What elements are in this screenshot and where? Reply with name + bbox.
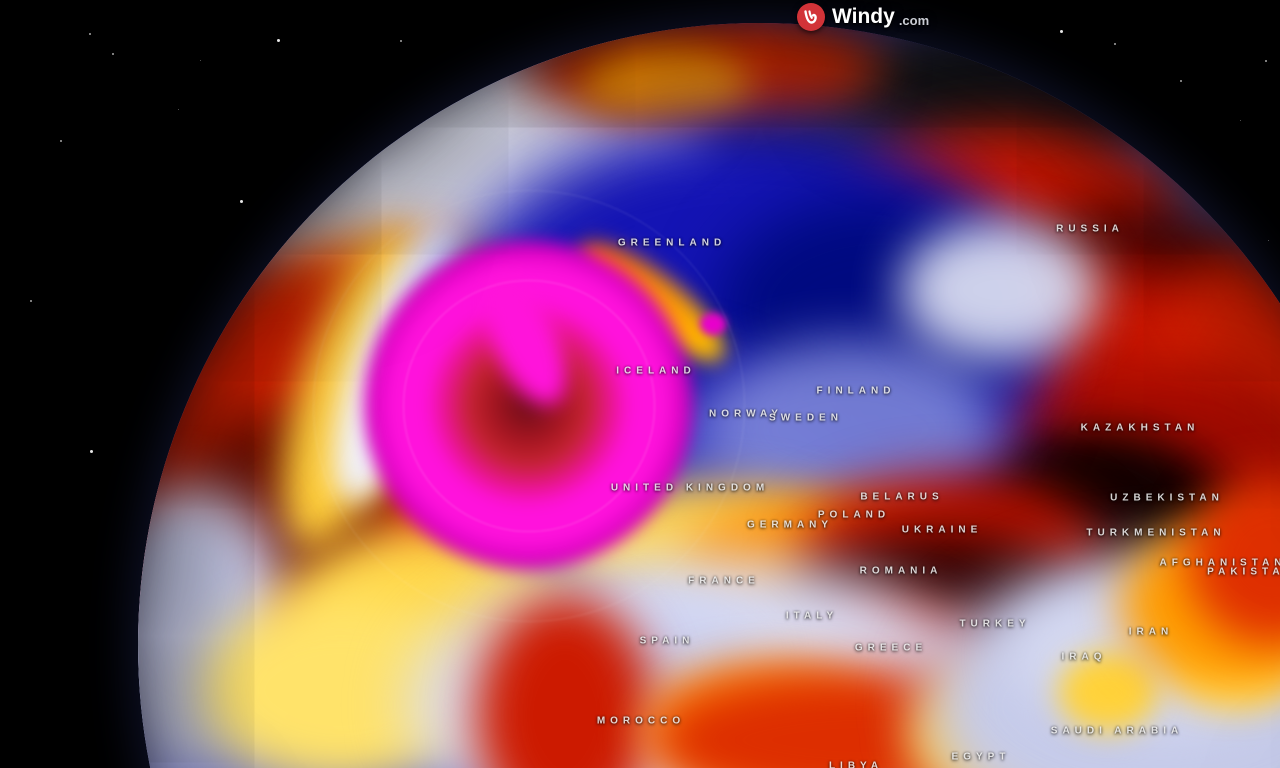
- anomaly-region-grey-streaks-2: [850, 30, 1170, 160]
- anomaly-region-northeast-maroon: [985, 205, 1280, 405]
- windy-swirl-icon: [797, 3, 825, 31]
- anomaly-region-darker-blue-2: [510, 355, 790, 545]
- anomaly-region-balkan-dark: [775, 532, 1115, 732]
- anomaly-region-iran-yellow-a: [1058, 652, 1158, 732]
- anomaly-region-north-africa-red: [655, 670, 1085, 768]
- anomaly-region-caspian-black: [875, 450, 1205, 680]
- star-speck: [1180, 80, 1182, 82]
- anomaly-region-north-africa-orange: [645, 663, 895, 768]
- polar-vortex-magenta-hook: [466, 263, 584, 417]
- anomaly-region-greenland-orange-streak: [563, 224, 741, 380]
- logo-brand: Windy: [832, 5, 895, 28]
- star-speck: [1265, 60, 1267, 62]
- anomaly-region-uk-blue: [540, 395, 840, 565]
- wind-streamline-ring-outer: [313, 190, 745, 622]
- anomaly-region-europe-yellow: [550, 483, 860, 613]
- star-speck: [60, 140, 62, 142]
- polar-vortex-secondary-eddy: [700, 313, 726, 335]
- anomaly-region-atlantic-yellow: [280, 525, 580, 735]
- anomaly-region-atlantic-red: [138, 260, 490, 680]
- anomaly-region-afghan-red: [1187, 475, 1280, 645]
- anomaly-region-mediterranean-white: [530, 625, 760, 765]
- anomaly-region-west-lavender: [138, 485, 290, 765]
- star-speck: [89, 33, 91, 35]
- polar-vortex-magenta-ring: [363, 240, 693, 570]
- star-speck: [112, 53, 114, 55]
- globe-map[interactable]: [138, 23, 1280, 768]
- anomaly-region-light-northwest: [200, 30, 740, 340]
- anomaly-region-europe-orange: [685, 497, 975, 627]
- anomaly-region-darker-blue-1: [715, 195, 1045, 425]
- wind-streamline-ring-inner: [403, 280, 655, 532]
- star-speck: [200, 60, 201, 61]
- anomaly-region-kazakh-black: [970, 435, 1240, 615]
- anomaly-region-russia-red: [900, 265, 1280, 525]
- anomaly-region-spain-lavender: [555, 600, 765, 720]
- anomaly-region-egypt-yellow: [910, 668, 1100, 768]
- anomaly-region-arabia-lavender: [925, 555, 1280, 768]
- anomaly-region-labrador-white-band: [306, 203, 494, 517]
- anomaly-region-west-africa-red: [475, 595, 655, 768]
- anomaly-region-east-edge-red: [1135, 250, 1280, 610]
- anomaly-region-atlantic-orange: [230, 235, 560, 475]
- anomaly-region-afghan-orange: [1120, 520, 1280, 690]
- star-speck: [1114, 43, 1116, 45]
- anomaly-region-mediterranean-light: [410, 555, 990, 768]
- logo-suffix: .com: [898, 12, 930, 28]
- anomaly-region-novaya-light: [900, 220, 1100, 360]
- anomaly-region-iran-light: [1010, 580, 1280, 730]
- anomaly-region-labrador-yellow-band: [251, 216, 459, 564]
- anomaly-region-northeast-red: [840, 125, 1180, 285]
- anomaly-region-top-red-band: [520, 23, 880, 125]
- anomaly-region-ukraine-red: [800, 475, 1100, 635]
- anomaly-region-kazakh-red: [1000, 355, 1280, 585]
- anomaly-region-iran-yellow-b: [1170, 620, 1280, 710]
- windy-logo[interactable]: Windy .com: [797, 1, 929, 33]
- anomaly-region-bottomleft-yellow: [200, 595, 480, 768]
- anomaly-region-deep-blue-core: [440, 120, 1040, 560]
- star-speck: [90, 450, 93, 453]
- star-speck: [277, 39, 280, 42]
- star-speck: [1268, 240, 1269, 241]
- star-speck: [30, 300, 32, 302]
- anomaly-region-aegean-red: [785, 600, 985, 720]
- star-speck: [178, 109, 179, 110]
- star-speck: [1240, 120, 1241, 121]
- anomaly-region-scandinavia-blue: [700, 340, 1000, 520]
- anomaly-region-top-orange: [580, 45, 750, 125]
- anomaly-region-atlantic-darkred: [185, 410, 395, 610]
